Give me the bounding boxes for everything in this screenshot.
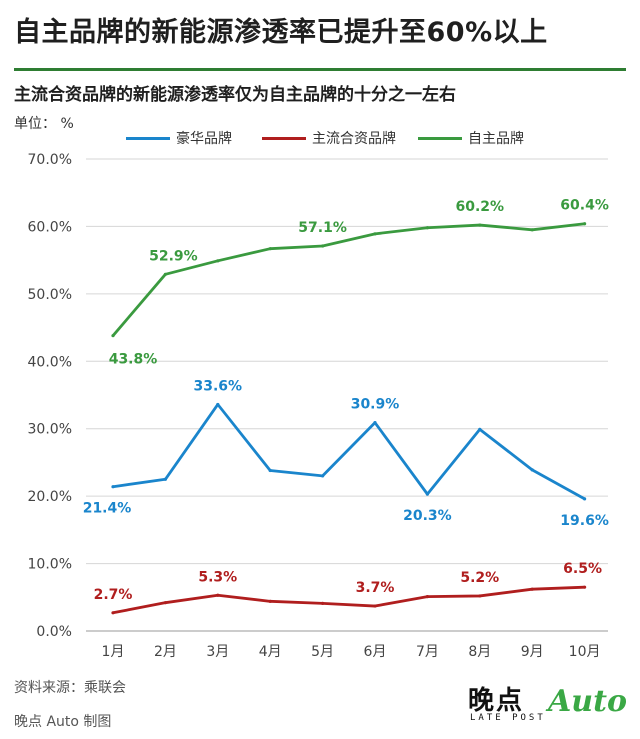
data-label-luxury: 30.9% bbox=[351, 397, 400, 413]
x-tick-label: 5月 bbox=[311, 644, 334, 660]
data-source: 资料来源：乘联会 bbox=[14, 680, 126, 696]
data-point-luxury bbox=[530, 468, 534, 472]
y-tick-label: 30.0% bbox=[28, 422, 72, 438]
data-label-domestic: 52.9% bbox=[149, 248, 198, 264]
data-point-domestic bbox=[583, 222, 587, 226]
data-label-jv: 5.3% bbox=[198, 569, 237, 585]
data-label-jv: 2.7% bbox=[94, 587, 133, 603]
y-tick-label: 20.0% bbox=[28, 489, 72, 505]
x-tick-label: 8月 bbox=[468, 644, 491, 660]
data-point-jv bbox=[163, 601, 167, 605]
y-tick-label: 40.0% bbox=[28, 354, 72, 370]
data-point-jv bbox=[216, 593, 220, 597]
legend-item-luxury: 豪华品牌 bbox=[126, 128, 232, 148]
series-line-domestic bbox=[111, 222, 585, 337]
data-point-domestic bbox=[530, 228, 534, 232]
data-point-luxury bbox=[583, 497, 587, 501]
logo-text-cn: 晚点 bbox=[468, 686, 525, 716]
data-label-luxury: 21.4% bbox=[83, 501, 132, 517]
data-label-luxury: 20.3% bbox=[403, 508, 452, 524]
data-point-jv bbox=[268, 599, 272, 603]
logo-text-en: LATE POST bbox=[470, 713, 546, 723]
data-point-luxury bbox=[216, 402, 220, 407]
data-point-luxury bbox=[268, 468, 272, 473]
data-point-jv bbox=[425, 595, 429, 599]
legend-label-domestic: 自主品牌 bbox=[468, 131, 524, 147]
x-tick-label: 9月 bbox=[521, 644, 544, 660]
data-label-luxury: 33.6% bbox=[194, 378, 243, 394]
series-line-luxury bbox=[112, 403, 586, 501]
data-point-jv bbox=[111, 611, 115, 615]
data-label-jv: 6.5% bbox=[563, 561, 602, 577]
data-point-domestic bbox=[163, 272, 167, 276]
data-point-jv bbox=[321, 601, 325, 605]
x-tick-label: 2月 bbox=[154, 644, 177, 660]
data-point-domestic bbox=[425, 226, 429, 230]
data-point-jv bbox=[530, 587, 534, 591]
data-label-domestic: 60.2% bbox=[456, 199, 505, 215]
data-label-domestic: 43.8% bbox=[109, 352, 158, 368]
title-divider bbox=[14, 68, 626, 71]
chart-subtitle: 主流合资品牌的新能源渗透率仅为自主品牌的十分之一左右 bbox=[14, 85, 456, 105]
data-label-domestic: 60.4% bbox=[560, 198, 609, 214]
y-tick-label: 0.0% bbox=[36, 624, 72, 640]
legend-item-domestic: 自主品牌 bbox=[418, 128, 524, 148]
data-point-jv bbox=[373, 604, 377, 608]
data-point-domestic bbox=[321, 244, 325, 248]
x-tick-label: 6月 bbox=[364, 644, 387, 660]
logo-text-auto: Auto bbox=[548, 684, 627, 719]
chart-title: 自主品牌的新能源渗透率已提升至60%以上 bbox=[14, 17, 548, 48]
legend-swatch-domestic bbox=[418, 136, 462, 140]
latepost-auto-logo: 晚点 LATE POST Auto bbox=[468, 680, 628, 730]
chart-credit: 晚点 Auto 制图 bbox=[14, 714, 112, 730]
legend-label-luxury: 豪华品牌 bbox=[176, 131, 232, 147]
data-label-jv: 5.2% bbox=[460, 570, 499, 586]
series-line-jv bbox=[112, 585, 585, 615]
data-point-jv bbox=[583, 585, 587, 589]
legend-label-jv: 主流合资品牌 bbox=[312, 131, 396, 147]
y-tick-label: 70.0% bbox=[28, 152, 72, 168]
data-point-luxury bbox=[111, 485, 115, 489]
y-tick-label: 10.0% bbox=[28, 557, 72, 573]
data-label-luxury: 19.6% bbox=[560, 513, 609, 529]
data-point-jv bbox=[478, 594, 482, 598]
x-tick-label: 10月 bbox=[569, 644, 601, 660]
data-point-luxury bbox=[478, 427, 482, 431]
data-point-domestic bbox=[268, 247, 272, 251]
x-tick-label: 4月 bbox=[259, 644, 282, 660]
data-point-luxury bbox=[373, 421, 377, 425]
data-point-luxury bbox=[425, 492, 429, 496]
x-tick-label: 1月 bbox=[102, 644, 125, 660]
data-point-domestic bbox=[373, 232, 377, 236]
data-point-luxury bbox=[163, 477, 167, 481]
unit-label: 单位： % bbox=[14, 116, 74, 132]
x-tick-label: 7月 bbox=[416, 644, 439, 660]
data-point-luxury bbox=[321, 474, 325, 478]
x-tick-label: 3月 bbox=[206, 644, 229, 660]
legend-item-jv: 主流合资品牌 bbox=[262, 128, 396, 148]
legend-swatch-jv bbox=[262, 136, 306, 140]
y-tick-label: 50.0% bbox=[28, 287, 72, 303]
data-label-jv: 3.7% bbox=[356, 580, 395, 596]
data-point-domestic bbox=[111, 334, 115, 338]
data-label-domestic: 57.1% bbox=[298, 220, 347, 236]
y-tick-label: 60.0% bbox=[28, 219, 72, 235]
data-point-domestic bbox=[216, 259, 220, 263]
legend-swatch-luxury bbox=[126, 136, 170, 140]
data-point-domestic bbox=[478, 223, 482, 227]
